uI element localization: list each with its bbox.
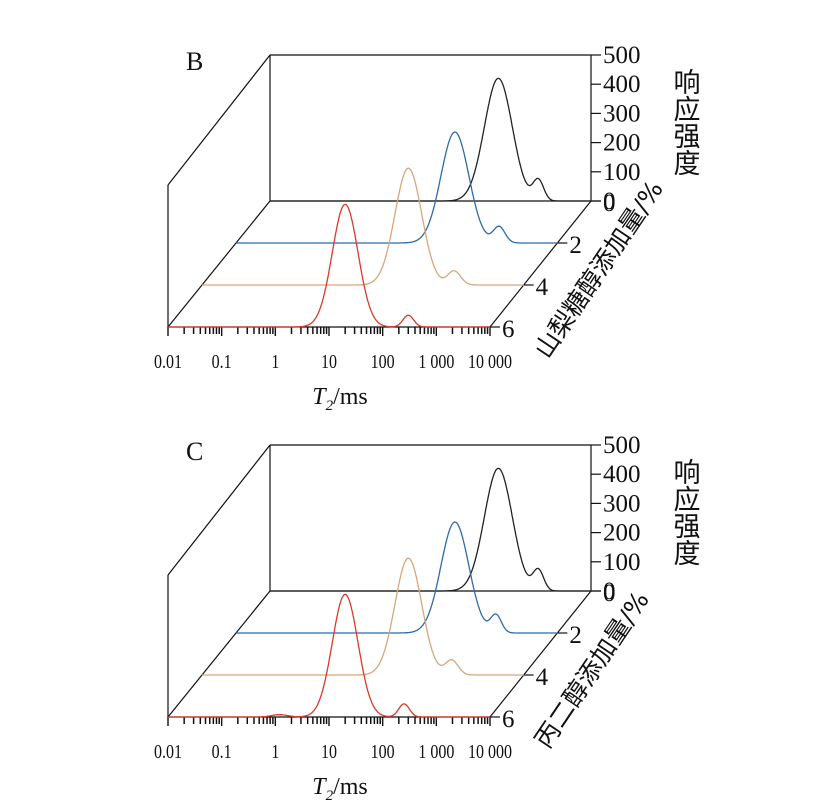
x-axis-label-subscript: 2: [326, 398, 334, 414]
x-tick-label: 0.1: [212, 740, 232, 762]
z-tick-label: 400: [603, 71, 641, 98]
z-tick-label: 0: [603, 578, 616, 605]
series-line-6: [168, 593, 490, 718]
panel-label: B: [186, 47, 203, 76]
x-tick-label: 10 000: [468, 740, 512, 762]
x-tick-label: 1: [271, 350, 279, 372]
panel-label: C: [186, 437, 203, 466]
z-tick-label: 100: [603, 159, 641, 186]
series-line-0: [270, 467, 592, 592]
x-tick-label: 100: [371, 350, 395, 372]
z-tick-label: 200: [603, 520, 641, 547]
z-tick-label: 300: [603, 490, 641, 517]
x-tick-label: 1 000: [418, 350, 454, 372]
series-line-6: [168, 203, 490, 328]
series-line-4: [202, 557, 524, 676]
x-tick-label: 10: [321, 740, 337, 762]
x-axis-label-unit: /ms: [333, 384, 368, 410]
series-line-4: [202, 167, 524, 286]
depth-tick-label: 0: [603, 580, 616, 607]
x-tick-label: 0.01: [154, 740, 182, 762]
side-wall-top-edge: [167, 54, 271, 186]
depth-tick-label: 4: [536, 664, 549, 691]
x-tick-label: 0.01: [154, 350, 182, 372]
depth-tick-label: 0: [603, 190, 616, 217]
floor-left-edge: [167, 200, 271, 328]
x-tick-label: 1: [271, 740, 279, 762]
z-tick-label: 400: [603, 461, 641, 488]
series-line-2: [236, 131, 558, 244]
z-tick-label: 500: [603, 42, 641, 69]
z-axis-label: 响应强度: [669, 68, 701, 176]
x-tick-label: 10 000: [468, 350, 512, 372]
series-line-2: [236, 521, 558, 634]
x-axis-label-subscript: 2: [326, 788, 334, 804]
x-axis-label-unit: /ms: [333, 774, 368, 800]
x-tick-label: 10: [321, 350, 337, 372]
series-line-0: [270, 77, 592, 202]
depth-axis-line: [489, 590, 592, 718]
z-axis-label: 响应强度: [669, 458, 701, 566]
side-wall-top-edge: [167, 444, 271, 576]
z-tick-label: 200: [603, 130, 641, 157]
depth-tick-label: 2: [569, 232, 582, 259]
chart-panel-B: 0.01 0.1 1 10 100 1 000 10 000T2/ms01002003004…: [154, 42, 700, 414]
depth-axis-label: 山梨糖醇添加量/%: [529, 175, 669, 363]
x-tick-label: 1 000: [418, 740, 454, 762]
x-tick-label: 100: [371, 740, 395, 762]
chart-panel-C: 0.01 0.1 1 10 100 1 000 10 000T2/ms01002003004…: [154, 432, 700, 804]
depth-tick-label: 6: [502, 316, 515, 343]
depth-tick-label: 2: [569, 622, 582, 649]
depth-tick-label: 6: [502, 706, 515, 733]
x-axis-label-symbol: T: [312, 774, 327, 800]
z-tick-label: 500: [603, 432, 641, 459]
z-tick-label: 300: [603, 100, 641, 127]
x-axis-label: T2/ms: [312, 774, 368, 804]
floor-left-edge: [167, 590, 271, 718]
depth-tick-label: 4: [536, 274, 549, 301]
x-tick-label: 0.1: [212, 350, 232, 372]
z-tick-label: 0: [603, 188, 616, 215]
depth-axis-line: [489, 200, 592, 328]
x-axis-label-symbol: T: [312, 384, 327, 410]
z-tick-label: 100: [603, 549, 641, 576]
x-axis-label: T2/ms: [312, 384, 368, 414]
